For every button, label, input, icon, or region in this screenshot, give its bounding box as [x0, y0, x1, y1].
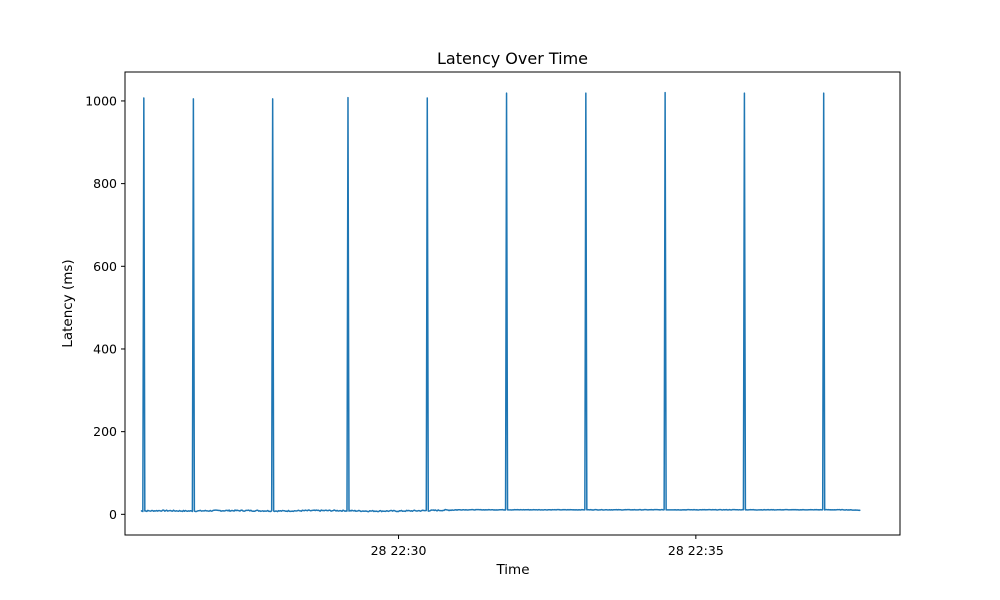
y-tick-label: 200 — [93, 424, 117, 439]
y-axis: 0 200 400 600 800 1000 — [85, 93, 125, 522]
plot-area — [124, 71, 901, 536]
x-tick-label: 28 22:30 — [371, 543, 427, 558]
y-tick-label: 1000 — [85, 93, 117, 108]
y-tick-label: 0 — [109, 507, 117, 522]
latency-series-line — [140, 91, 861, 513]
y-tick-label: 800 — [93, 176, 117, 191]
plot-frame — [124, 71, 901, 536]
x-axis-label: Time — [495, 562, 529, 578]
y-tick-label: 400 — [93, 341, 117, 356]
chart-title: Latency Over Time — [437, 49, 588, 68]
y-axis-label: Latency (ms) — [60, 259, 76, 347]
x-tick-label: 28 22:35 — [668, 543, 724, 558]
x-axis: 28 22:30 28 22:35 — [371, 535, 724, 558]
series-layer — [140, 91, 861, 513]
y-tick-label: 600 — [93, 259, 117, 274]
